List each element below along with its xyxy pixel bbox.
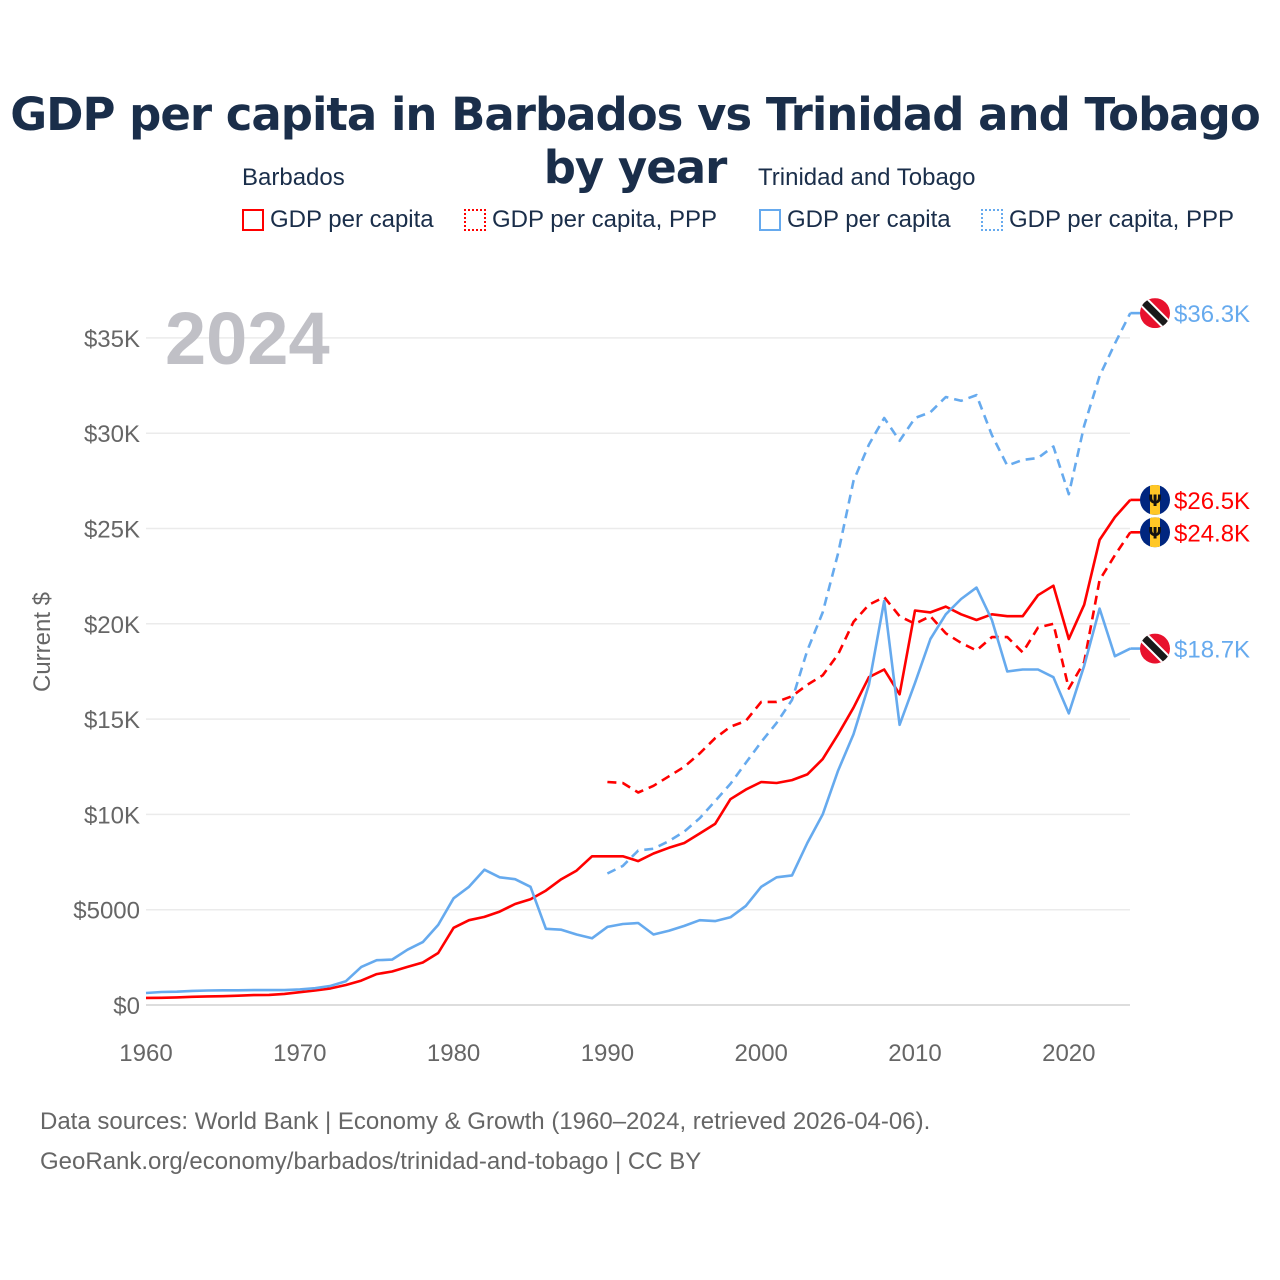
series-line bbox=[606, 312, 1132, 875]
legend-group-barbados: Barbados bbox=[242, 164, 345, 191]
x-tick-label: 1990 bbox=[581, 1040, 634, 1067]
x-tick-label: 1970 bbox=[273, 1040, 326, 1067]
series-end-value-label: $24.8K bbox=[1174, 520, 1250, 547]
x-tick-label: 2020 bbox=[1042, 1040, 1095, 1067]
legend-item-trinidad-ppp[interactable]: GDP per capita, PPP bbox=[981, 206, 1234, 234]
y-tick-label: $10K bbox=[84, 802, 140, 829]
y-tick-label: $5000 bbox=[73, 898, 140, 925]
trinidad-flag-icon bbox=[1140, 633, 1170, 664]
y-tick-label: $30K bbox=[84, 421, 140, 448]
svg-text:Ψ: Ψ bbox=[1148, 491, 1162, 510]
barbados-flag-icon: Ψ bbox=[1140, 517, 1170, 548]
barbados-flag-icon: Ψ bbox=[1140, 484, 1170, 515]
legend-swatch-dotted-red bbox=[464, 209, 486, 231]
legend-label: GDP per capita bbox=[787, 206, 951, 233]
legend-item-trinidad-gdp[interactable]: GDP per capita bbox=[759, 206, 951, 234]
x-tick-label: 2010 bbox=[888, 1040, 941, 1067]
x-tick-label: 1980 bbox=[427, 1040, 480, 1067]
legend-label: GDP per capita, PPP bbox=[1009, 206, 1234, 233]
footer-sources: Data sources: World Bank | Economy & Gro… bbox=[40, 1108, 931, 1135]
x-tick-label: 2000 bbox=[735, 1040, 788, 1067]
year-label: 2024 bbox=[165, 297, 330, 380]
series-end-value-label: $18.7K bbox=[1174, 637, 1250, 664]
y-tick-label: $35K bbox=[84, 326, 140, 353]
legend-group-trinidad: Trinidad and Tobago bbox=[758, 164, 976, 191]
legend-label: GDP per capita, PPP bbox=[492, 206, 717, 233]
legend-item-barbados-ppp[interactable]: GDP per capita, PPP bbox=[464, 206, 717, 234]
legend-swatch-solid-blue bbox=[759, 209, 781, 231]
series-line bbox=[607, 531, 1132, 794]
y-tick-label: $15K bbox=[84, 707, 140, 734]
series-end-value-label: $26.5K bbox=[1174, 488, 1250, 515]
y-tick-label: $0 bbox=[113, 993, 140, 1020]
footer-link[interactable]: GeoRank.org/economy/barbados/trinidad-an… bbox=[40, 1148, 702, 1175]
trinidad-flag-icon bbox=[1140, 298, 1170, 329]
series-line bbox=[145, 586, 1131, 995]
y-tick-label: $20K bbox=[84, 612, 140, 639]
x-tick-label: 1960 bbox=[119, 1040, 172, 1067]
y-tick-label: $25K bbox=[84, 517, 140, 544]
series-end-value-label: $36.3K bbox=[1174, 301, 1250, 328]
y-axis-label: Current $ bbox=[29, 592, 56, 692]
svg-text:Ψ: Ψ bbox=[1148, 523, 1162, 542]
legend-item-barbados-gdp[interactable]: GDP per capita bbox=[242, 206, 434, 234]
legend-swatch-solid-red bbox=[242, 209, 264, 231]
series-line bbox=[145, 499, 1132, 1000]
chart-title: GDP per capita in Barbados vs Trinidad a… bbox=[10, 88, 1261, 194]
legend-swatch-dotted-blue bbox=[981, 209, 1003, 231]
legend-label: GDP per capita bbox=[270, 206, 434, 233]
